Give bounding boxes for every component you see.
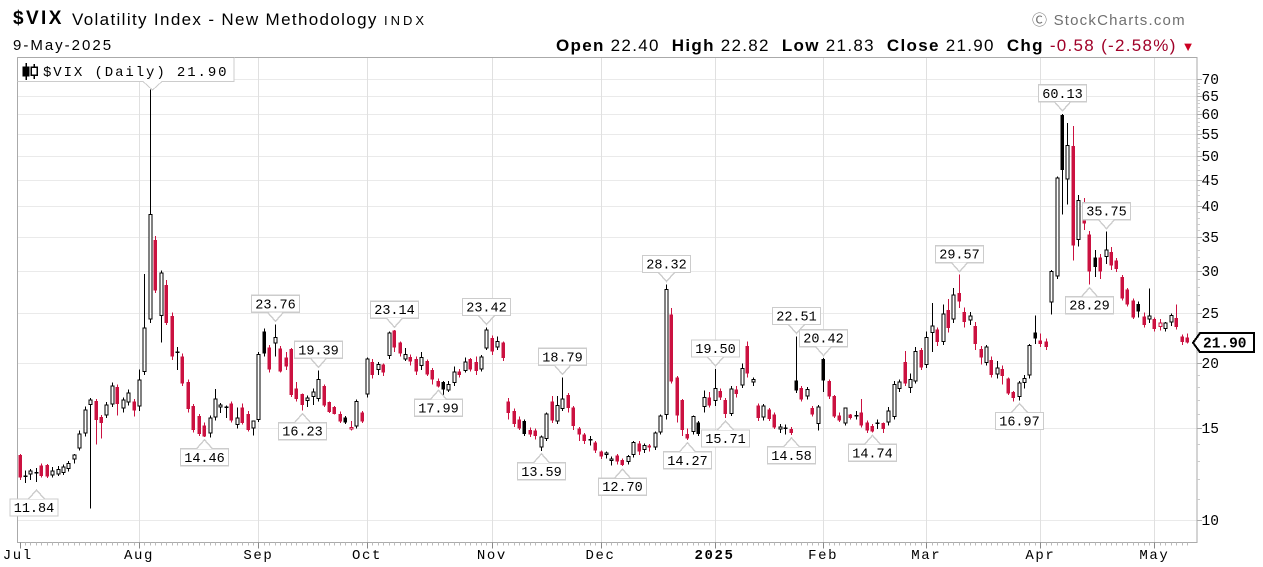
svg-text:11.84: 11.84 — [14, 502, 55, 517]
svg-text:16.23: 16.23 — [282, 426, 323, 441]
svg-text:14.46: 14.46 — [184, 452, 225, 467]
svg-text:Aug: Aug — [124, 548, 154, 564]
svg-text:20: 20 — [1202, 357, 1219, 373]
svg-text:20.42: 20.42 — [803, 333, 844, 348]
svg-text:14.74: 14.74 — [852, 447, 893, 462]
svg-text:22.51: 22.51 — [776, 311, 817, 326]
svg-text:28.32: 28.32 — [646, 259, 687, 274]
svg-text:19.39: 19.39 — [298, 344, 339, 359]
svg-text:16.97: 16.97 — [999, 416, 1040, 431]
svg-text:40: 40 — [1202, 200, 1219, 216]
svg-text:Feb: Feb — [808, 548, 838, 564]
svg-text:28.29: 28.29 — [1069, 300, 1110, 315]
svg-text:15: 15 — [1202, 422, 1219, 438]
svg-text:May: May — [1139, 548, 1169, 564]
svg-text:23.76: 23.76 — [255, 298, 296, 313]
svg-text:10: 10 — [1202, 514, 1219, 530]
svg-text:29.57: 29.57 — [939, 249, 980, 264]
svg-text:60: 60 — [1202, 108, 1219, 124]
svg-text:23.14: 23.14 — [374, 304, 415, 319]
svg-text:Sep: Sep — [243, 548, 273, 564]
svg-text:Jul: Jul — [3, 548, 33, 564]
svg-text:Mar: Mar — [911, 548, 941, 564]
svg-text:60.13: 60.13 — [1042, 88, 1083, 103]
svg-text:Oct: Oct — [352, 548, 382, 564]
svg-text:18.79: 18.79 — [542, 351, 583, 366]
svg-text:19.50: 19.50 — [695, 343, 736, 358]
svg-text:13.59: 13.59 — [521, 466, 562, 481]
svg-text:30: 30 — [1202, 265, 1219, 281]
svg-text:45: 45 — [1202, 174, 1219, 190]
svg-text:17.99: 17.99 — [418, 402, 459, 417]
svg-text:15.71: 15.71 — [705, 433, 746, 448]
svg-text:23.42: 23.42 — [466, 302, 507, 317]
svg-text:35.75: 35.75 — [1086, 206, 1127, 221]
svg-text:55: 55 — [1202, 128, 1219, 144]
svg-text:Apr: Apr — [1025, 548, 1055, 564]
svg-text:21.90: 21.90 — [1203, 337, 1247, 353]
svg-text:2025: 2025 — [695, 548, 735, 564]
svg-text:70: 70 — [1202, 73, 1219, 89]
svg-text:25: 25 — [1202, 307, 1219, 323]
svg-text:65: 65 — [1202, 90, 1219, 106]
svg-text:$VIX (Daily) 21.90: $VIX (Daily) 21.90 — [43, 65, 228, 81]
svg-text:Nov: Nov — [477, 548, 507, 564]
svg-text:14.58: 14.58 — [771, 450, 812, 465]
svg-text:12.70: 12.70 — [602, 481, 643, 496]
svg-text:14.27: 14.27 — [667, 455, 708, 470]
svg-text:Dec: Dec — [586, 548, 616, 564]
svg-text:50: 50 — [1202, 150, 1219, 166]
svg-text:35: 35 — [1202, 231, 1219, 247]
